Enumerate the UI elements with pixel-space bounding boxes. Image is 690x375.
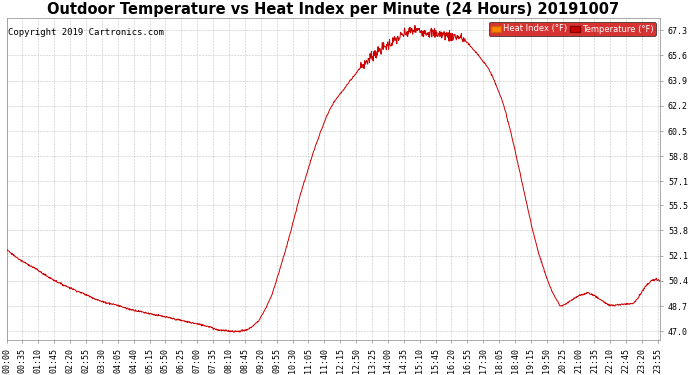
Title: Outdoor Temperature vs Heat Index per Minute (24 Hours) 20191007: Outdoor Temperature vs Heat Index per Mi… <box>48 2 620 17</box>
Legend: Heat Index (°F), Temperature (°F): Heat Index (°F), Temperature (°F) <box>489 22 656 36</box>
Text: Copyright 2019 Cartronics.com: Copyright 2019 Cartronics.com <box>8 28 164 37</box>
